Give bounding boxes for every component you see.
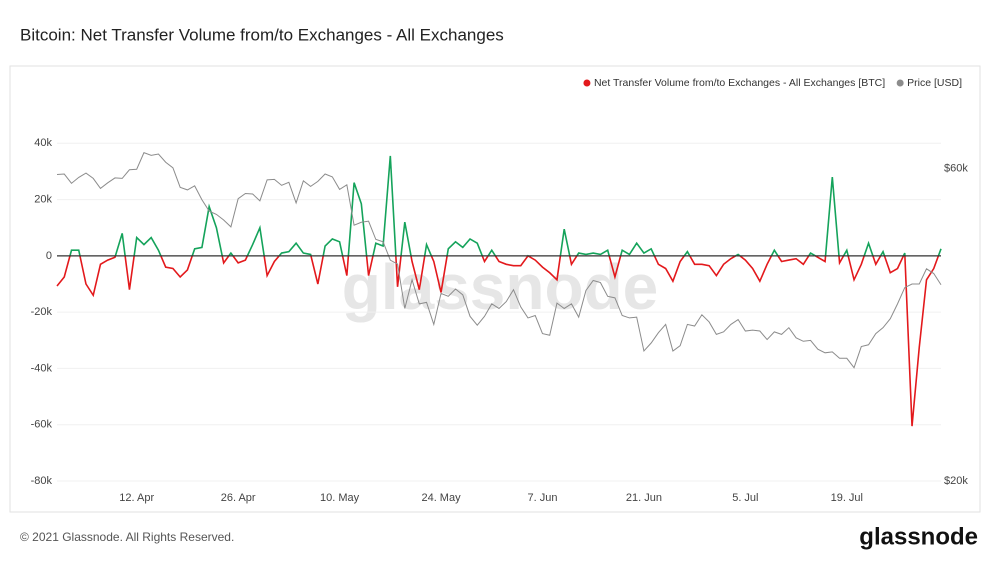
y-tick-label: 0 (46, 250, 52, 262)
chart-title: Bitcoin: Net Transfer Volume from/to Exc… (20, 25, 504, 44)
x-tick-label: 26. Apr (221, 492, 256, 504)
x-tick-label: 21. Jun (626, 492, 662, 504)
legend-marker (896, 79, 904, 87)
y-tick-label: -20k (31, 306, 53, 318)
footer: © 2021 Glassnode. All Rights Reserved. (20, 530, 234, 544)
series-line-negative (56, 255, 940, 427)
legend-label: Price [USD] (907, 77, 962, 89)
y2-tick-label: $20k (944, 475, 968, 487)
x-tick-label: 12. Apr (119, 492, 154, 504)
y-tick-label: -80k (31, 475, 53, 487)
chart-frame (9, 65, 981, 513)
y-tick-label: 40k (34, 137, 52, 149)
y-tick-label: 20k (34, 193, 52, 205)
x-tick-label: 19. Jul (831, 492, 863, 504)
y-tick-label: -40k (31, 362, 53, 374)
series-line-positive (69, 155, 942, 256)
x-tick-label: 10. May (320, 492, 360, 504)
x-tick-label: 5. Jul (732, 492, 758, 504)
legend-label: Net Transfer Volume from/to Exchanges - … (594, 77, 885, 89)
legend-marker (583, 79, 591, 87)
y2-tick-label: $60k (944, 163, 968, 175)
x-tick-label: 7. Jun (527, 492, 557, 504)
logo: glassnode (859, 523, 978, 550)
y-tick-label: -60k (31, 419, 53, 431)
series-line (56, 152, 942, 369)
x-tick-label: 24. May (421, 492, 461, 504)
